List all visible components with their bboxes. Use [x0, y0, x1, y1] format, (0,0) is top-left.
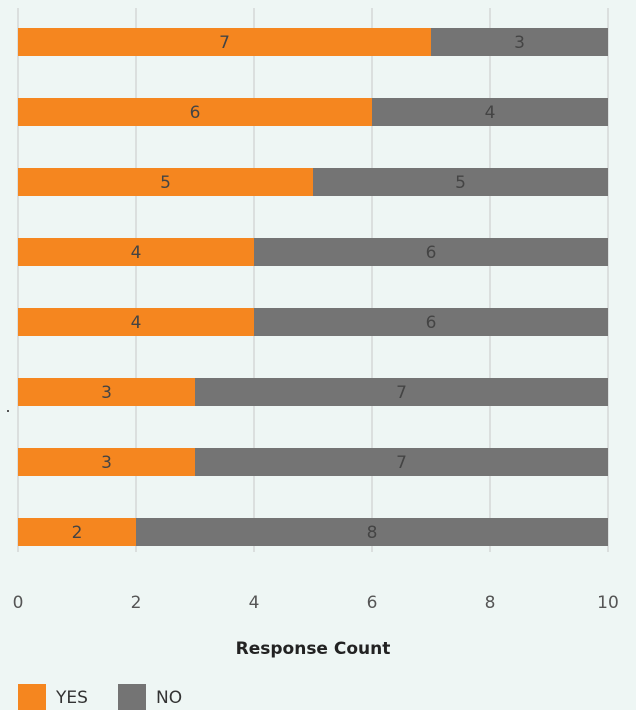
bar-no — [431, 28, 608, 56]
data-label: 7 — [396, 383, 407, 403]
x-tick-label: 4 — [249, 593, 260, 613]
data-label: 4 — [131, 243, 142, 263]
data-label: 3 — [101, 453, 112, 473]
bar-yes — [18, 28, 431, 56]
x-tick-label: 8 — [485, 593, 496, 613]
x-tick-label: 2 — [131, 593, 142, 613]
x-axis-title: Response Count — [236, 639, 391, 659]
x-tick-label: 0 — [13, 593, 24, 613]
bar-yes — [18, 98, 372, 126]
legend-label-no: NO — [156, 688, 182, 708]
bar-no — [136, 518, 608, 546]
data-label: 2 — [72, 523, 83, 543]
bar-no — [313, 168, 608, 196]
x-tick-label: 6 — [367, 593, 378, 613]
bar-yes — [18, 308, 254, 336]
bar-yes — [18, 168, 313, 196]
bar-yes — [18, 238, 254, 266]
data-label: 5 — [455, 173, 466, 193]
x-tick-label: 10 — [597, 593, 619, 613]
data-label: 6 — [426, 243, 437, 263]
data-label: 7 — [219, 33, 230, 53]
bar-yes — [18, 518, 136, 546]
bar-no — [195, 378, 608, 406]
legend-swatch-no — [118, 684, 146, 710]
bar-labels: 7 3 6 4 5 5 4 6 4 6 3 7 3 7 2 8 — [72, 33, 525, 543]
data-label: 6 — [426, 313, 437, 333]
legend-swatch-yes — [18, 684, 46, 710]
bar-no — [254, 308, 608, 336]
data-label: 6 — [190, 103, 201, 123]
data-label: 7 — [396, 453, 407, 473]
legend: YES NO — [18, 684, 182, 710]
bar-no — [254, 238, 608, 266]
x-tick-labels: 0 2 4 6 8 10 — [13, 593, 619, 613]
data-label: 3 — [514, 33, 525, 53]
legend-label-yes: YES — [55, 688, 88, 708]
bar-yes — [18, 378, 195, 406]
stray-dot — [7, 410, 9, 412]
data-label: 3 — [101, 383, 112, 403]
bar-no — [195, 448, 608, 476]
data-label: 8 — [367, 523, 378, 543]
bar-no — [372, 98, 608, 126]
bars — [18, 28, 608, 546]
data-label: 4 — [485, 103, 496, 123]
data-label: 5 — [160, 173, 171, 193]
data-label: 4 — [131, 313, 142, 333]
bar-yes — [18, 448, 195, 476]
